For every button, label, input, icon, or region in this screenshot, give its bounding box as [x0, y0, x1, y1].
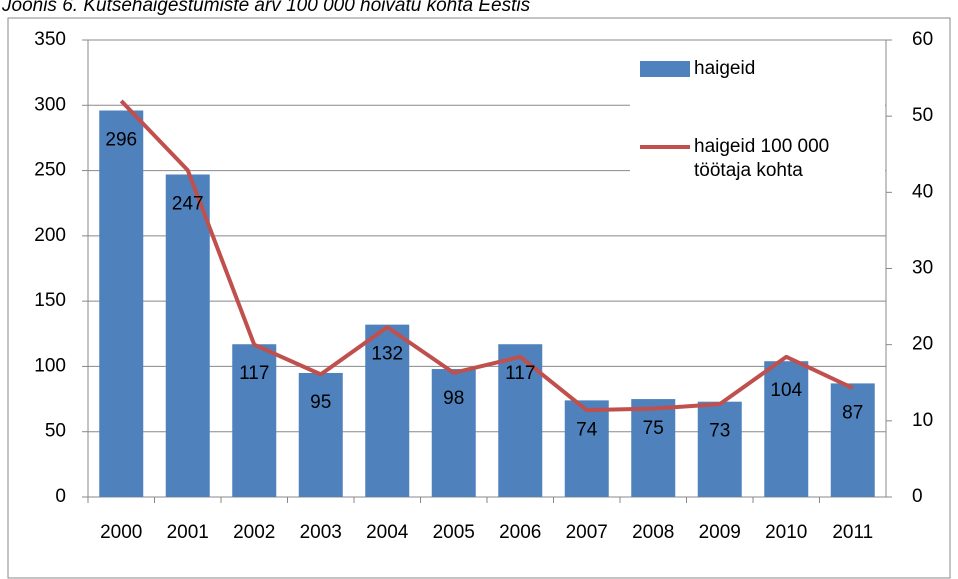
- bar: [697, 401, 742, 497]
- data-label: 95: [310, 392, 331, 413]
- legend-label: haigeid 100 000 töötaja kohta: [694, 136, 830, 181]
- x-tick-label: 2001: [167, 522, 209, 543]
- data-label: 117: [505, 363, 535, 384]
- y2-tick-label: 10: [912, 410, 933, 431]
- bar: [830, 383, 875, 497]
- bar: [631, 399, 676, 497]
- x-tick-label: 2008: [632, 522, 674, 543]
- y2-tick-label: 30: [912, 258, 933, 279]
- data-label: 75: [643, 418, 664, 439]
- y-tick-label: 50: [45, 421, 66, 442]
- x-tick-label: 2004: [366, 522, 409, 543]
- y2-tick-label: 0: [912, 486, 923, 507]
- y-tick-label: 200: [34, 225, 66, 246]
- data-label: 98: [443, 388, 464, 409]
- legend-label: haigeid: [694, 58, 756, 79]
- data-label: 104: [770, 380, 802, 401]
- bar: [431, 369, 476, 497]
- y-tick-label: 350: [34, 29, 66, 50]
- legend-swatch: [640, 61, 690, 77]
- x-tick-label: 2005: [433, 522, 475, 543]
- data-label: 117: [239, 363, 269, 384]
- bar: [99, 110, 144, 497]
- data-label: 132: [371, 344, 403, 365]
- bar: [232, 344, 277, 497]
- data-label: 247: [172, 194, 204, 215]
- y2-tick-label: 50: [912, 105, 933, 126]
- x-tick-label: 2007: [566, 522, 608, 543]
- data-label: 73: [709, 421, 730, 442]
- x-tick-label: 2000: [100, 522, 142, 543]
- x-tick-label: 2006: [499, 522, 541, 543]
- x-tick-label: 2011: [832, 522, 873, 543]
- data-label: 87: [842, 402, 863, 423]
- x-tick-label: 2009: [699, 522, 741, 543]
- y-tick-label: 300: [34, 94, 66, 115]
- chart-title: Joonis 6. Kutsehaigestumiste arv 100 000…: [1, 0, 531, 16]
- bar: [564, 400, 609, 497]
- bar: [298, 372, 343, 497]
- y-tick-label: 0: [55, 486, 66, 507]
- bar: [764, 361, 809, 497]
- x-tick-label: 2002: [233, 522, 275, 543]
- x-tick-label: 2010: [765, 522, 807, 543]
- data-label: 74: [576, 419, 598, 440]
- bar: [365, 324, 410, 497]
- y-tick-label: 100: [34, 355, 66, 376]
- data-label: 296: [105, 130, 137, 151]
- line: [119, 99, 854, 413]
- x-tick-label: 2003: [300, 522, 342, 543]
- y2-tick-label: 60: [912, 29, 933, 50]
- y2-tick-label: 40: [912, 181, 933, 202]
- y-tick-label: 150: [34, 290, 66, 311]
- y-tick-label: 250: [34, 160, 66, 181]
- bar: [165, 174, 210, 497]
- y2-tick-label: 20: [912, 334, 933, 355]
